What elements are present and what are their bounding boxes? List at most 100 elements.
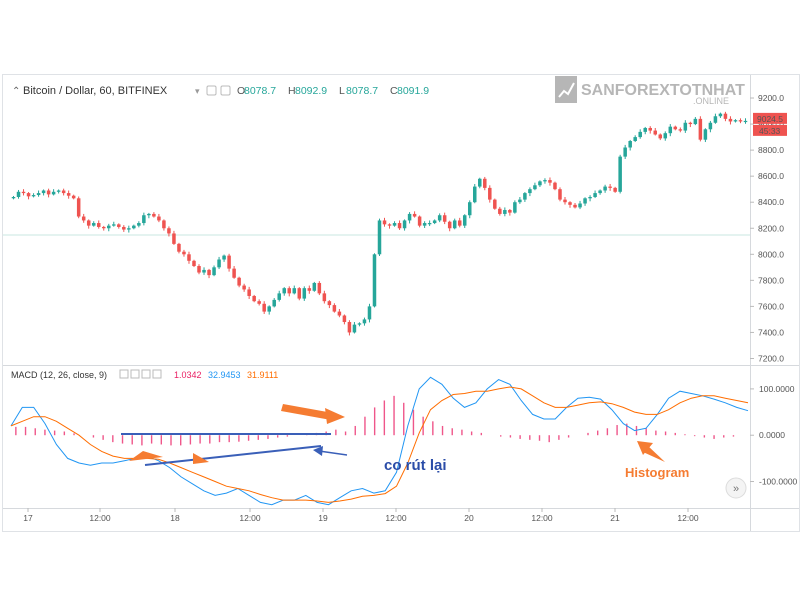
candle-body bbox=[217, 259, 221, 268]
candle-body bbox=[457, 220, 462, 226]
histogram-label: Histogram bbox=[625, 465, 689, 480]
time-tick-label: 12:00 bbox=[385, 513, 407, 523]
candle-body bbox=[392, 223, 397, 226]
trading-chart[interactable]: 9200.0 9000.0 8800.0 8600.0 8400.0 8200.0 8000… bbox=[3, 75, 799, 531]
time-tick-label: 12:00 bbox=[89, 513, 111, 523]
candle-body bbox=[247, 289, 251, 296]
price-tick-label: 7200.0 bbox=[758, 353, 784, 363]
candle-body bbox=[86, 220, 91, 226]
candle-body bbox=[493, 199, 497, 209]
candle-body bbox=[342, 315, 347, 323]
ohlc-key-c: C bbox=[390, 85, 398, 97]
time-tick-label: 17 bbox=[23, 513, 33, 523]
price-tick-label: 9200.0 bbox=[758, 93, 784, 103]
chart-frame: 9200.0 9000.0 8800.0 8600.0 8400.0 8200.0 8000… bbox=[2, 74, 800, 532]
candle-body bbox=[36, 193, 41, 196]
eye-icon[interactable] bbox=[206, 85, 217, 96]
candle-body bbox=[397, 223, 402, 229]
candle-body bbox=[337, 311, 342, 316]
candle-body bbox=[728, 118, 733, 122]
last-price-label: 9024.5 bbox=[757, 114, 783, 124]
candle-body bbox=[66, 193, 71, 196]
watermark-logo-icon bbox=[555, 76, 577, 103]
candle-body bbox=[61, 190, 66, 194]
price-tick-label: 9000.0 bbox=[758, 119, 784, 129]
dropdown-caret-icon[interactable]: ▾ bbox=[195, 86, 200, 96]
candle-body bbox=[192, 260, 196, 267]
macd-axis: 100.0000 0.0000 -100.0000 bbox=[750, 384, 798, 487]
annotation-pointer bbox=[318, 450, 348, 456]
candle-body bbox=[357, 323, 362, 325]
candle-body bbox=[683, 122, 688, 131]
price-tick-label: 8800.0 bbox=[758, 145, 784, 155]
orange-arrow-mid bbox=[193, 453, 209, 464]
candle-body bbox=[568, 202, 572, 205]
candle-body bbox=[142, 215, 146, 224]
more-icon[interactable] bbox=[152, 369, 162, 379]
candle-body bbox=[167, 228, 171, 234]
candle-body bbox=[578, 203, 582, 208]
annotation-group: co rút lại Histogram bbox=[121, 404, 689, 480]
time-tick-label: 12:00 bbox=[677, 513, 699, 523]
candle-body bbox=[367, 306, 372, 320]
watermark-line2: .ONLINE bbox=[693, 96, 729, 106]
candle-body bbox=[663, 133, 668, 139]
candle-body bbox=[56, 190, 61, 192]
candle-body bbox=[96, 223, 101, 227]
candle-body bbox=[127, 228, 131, 230]
candle-body bbox=[307, 288, 312, 291]
candle-body bbox=[332, 305, 337, 312]
candle-body bbox=[227, 255, 231, 269]
collapse-chevron-icon[interactable]: ⌃ bbox=[12, 86, 20, 97]
price-tick-label: 8000.0 bbox=[758, 249, 784, 259]
eye-icon[interactable] bbox=[119, 369, 129, 379]
price-axis: 9200.0 9000.0 8800.0 8600.0 8400.0 8200.0 8000… bbox=[750, 93, 787, 363]
candle-body bbox=[277, 293, 281, 300]
candle-body bbox=[137, 223, 141, 226]
candle-body bbox=[232, 268, 236, 278]
candle-body bbox=[152, 213, 156, 217]
candle-body bbox=[623, 147, 627, 157]
price-tick-label: 7400.0 bbox=[758, 327, 784, 337]
ohlc-value-c: 8091.9 bbox=[397, 85, 429, 97]
price-tick-label: 8600.0 bbox=[758, 171, 784, 181]
watermark: SANFOREXTOTNHAT .ONLINE bbox=[555, 76, 745, 106]
symbol-title[interactable]: Bitcoin / Dollar, 60, BITFINEX bbox=[23, 85, 168, 97]
scroll-to-latest-button[interactable] bbox=[725, 477, 747, 499]
candle-body bbox=[698, 118, 703, 140]
macd-tick-label: 0.0000 bbox=[759, 430, 785, 440]
candle-body bbox=[322, 293, 327, 302]
time-tick-label: 12:00 bbox=[239, 513, 261, 523]
candle-body bbox=[272, 299, 276, 307]
annotation-line-bottom bbox=[144, 445, 322, 466]
candle-body bbox=[603, 186, 607, 191]
macd-pane[interactable] bbox=[3, 366, 750, 508]
candle-body bbox=[262, 303, 266, 312]
candle-body bbox=[267, 306, 271, 312]
candle-body bbox=[563, 199, 567, 203]
close-icon[interactable] bbox=[141, 369, 151, 379]
candle-body bbox=[417, 216, 422, 226]
candle-body bbox=[76, 198, 81, 217]
candle-body bbox=[693, 118, 698, 125]
macd-value-macd: 32.9453 bbox=[208, 370, 241, 380]
price-pane[interactable] bbox=[3, 75, 750, 365]
candle-body bbox=[648, 127, 652, 131]
candle-body bbox=[282, 288, 286, 294]
candle-body bbox=[242, 285, 246, 290]
candle-body bbox=[91, 223, 96, 226]
macd-value-hist: 1.0342 bbox=[174, 370, 202, 380]
macd-controls bbox=[119, 369, 162, 379]
candle-body bbox=[638, 131, 642, 138]
candle-body bbox=[738, 120, 743, 122]
candle-body bbox=[407, 213, 412, 221]
candle-body bbox=[187, 254, 191, 261]
candle-body bbox=[608, 186, 612, 188]
candle-body bbox=[177, 243, 181, 252]
price-tick-label: 7600.0 bbox=[758, 301, 784, 311]
macd-label[interactable]: MACD (12, 26, close, 9) bbox=[11, 370, 107, 380]
time-tick-label: 20 bbox=[464, 513, 474, 523]
candle-body bbox=[483, 178, 487, 188]
settings-icon[interactable] bbox=[130, 369, 140, 379]
settings-icon[interactable] bbox=[220, 85, 231, 96]
